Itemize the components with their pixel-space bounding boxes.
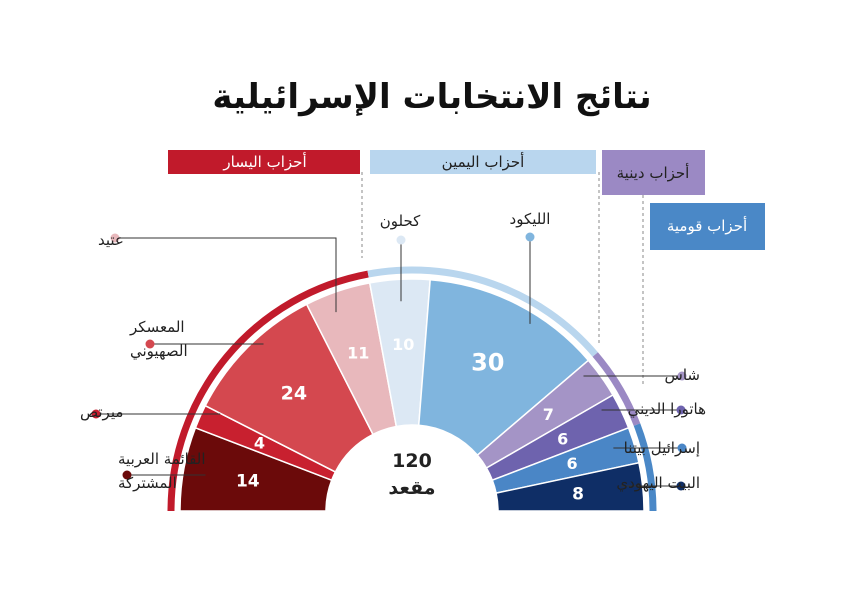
- party-7-name-line-1: شاس: [665, 366, 700, 384]
- party-6-marker-dot: [525, 232, 535, 242]
- party-10-segment: [495, 461, 645, 512]
- bloc-3-header-label: أحزاب دينية: [617, 163, 690, 182]
- party-2-seats-label: 4: [254, 434, 265, 453]
- party-5-seats-label: 10: [392, 335, 414, 354]
- party-7-seats-label: 7: [543, 405, 554, 424]
- bloc-4-header-box: [650, 203, 765, 250]
- chart-title: نتائج الانتخابات الإسرائيلية: [212, 77, 651, 117]
- bloc-3-header-box: [602, 150, 705, 195]
- party-6-name-line-1: الليكود: [510, 210, 551, 228]
- party-9-marker-dot: [677, 443, 687, 453]
- party-8-seats-label: 6: [557, 430, 568, 449]
- party-3-marker-dot: [145, 339, 155, 349]
- party-5-name-line-1: كحلون: [380, 212, 421, 230]
- party-4-marker-dot: [110, 233, 120, 243]
- party-9-name-line-1: إسرائيل بيتنا: [624, 439, 700, 457]
- seat-segments: [179, 278, 645, 512]
- bloc-4-outer-arc: [633, 423, 657, 512]
- party-10-marker-dot: [676, 481, 686, 491]
- party-6-segment: [417, 278, 590, 457]
- bloc-1-outer-arc: [167, 270, 369, 512]
- party-3-name-line-2: الصهيوني: [130, 342, 188, 361]
- party-2-marker-dot: [91, 409, 101, 419]
- party-3-segment: [204, 303, 374, 473]
- party-7-marker-dot: [677, 371, 687, 381]
- party-9-seats-label: 6: [567, 454, 578, 473]
- leader-lines: [91, 232, 687, 491]
- bloc-headers: أحزاب اليسار أحزاب اليمين أحزاب دينية أحزاب…: [168, 150, 765, 384]
- center-total: 120 مقعد: [388, 450, 435, 499]
- party-2-name-line-1: ميرتص: [80, 403, 123, 421]
- party-10-seats-label: 8: [572, 484, 584, 504]
- party-4-seats-label: 11: [347, 343, 369, 362]
- party-1-marker-dot: [122, 470, 132, 480]
- party-3-name-line-1: المعسكر: [129, 318, 185, 336]
- party-4-leader-line: [115, 237, 337, 313]
- total-seats-value: 120: [392, 450, 432, 472]
- bloc-2-header-label: أحزاب اليمين: [442, 152, 525, 171]
- party-1-name-line-1: القائمة العربية: [118, 450, 206, 468]
- party-5-marker-dot: [396, 235, 406, 245]
- party-3-seats-label: 24: [281, 383, 307, 405]
- party-8-name-line-1: هاتورا الديني: [628, 400, 706, 419]
- party-6-seats-label: 30: [471, 349, 504, 377]
- party-4-name-line-1: عتيد: [98, 231, 124, 249]
- bloc-2-header-box: [370, 150, 596, 174]
- party-1-name-line-2: المشتركة: [118, 474, 177, 492]
- party-labels: القائمة العربية المشتركة ميرتص المعسكر الصهي…: [80, 210, 706, 493]
- total-seats-unit: مقعد: [388, 477, 435, 499]
- bloc-3-outer-arc: [592, 352, 641, 426]
- bloc-1-header-box: [168, 150, 360, 174]
- party-8-marker-dot: [676, 405, 686, 415]
- party-10-name-line-1: البيت اليهودي: [616, 474, 700, 493]
- bloc-4-header-label: أحزاب قومية: [667, 216, 747, 235]
- party-1-seats-label: 14: [236, 472, 260, 492]
- bloc-1-header-label: أحزاب اليسار: [222, 152, 306, 171]
